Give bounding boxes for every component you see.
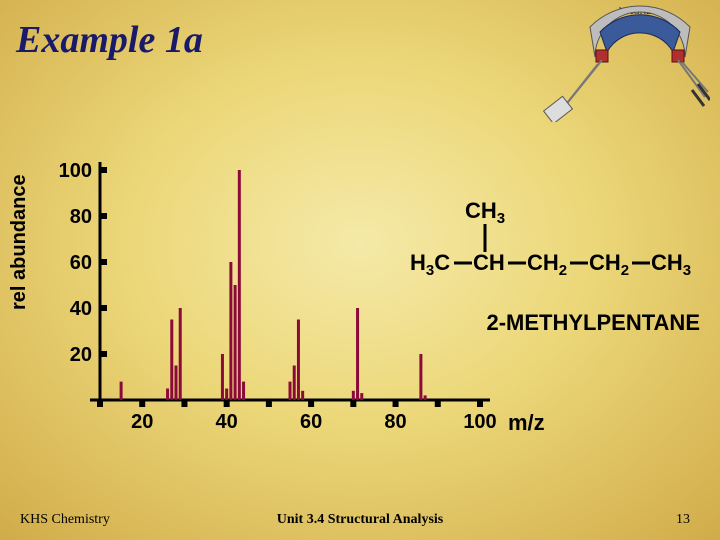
svg-text:CH2: CH2	[589, 250, 629, 279]
svg-text:20: 20	[131, 411, 153, 433]
c2: C	[434, 250, 450, 275]
c0: H	[410, 250, 426, 275]
branch-ch: CH	[465, 200, 497, 223]
svg-text:80: 80	[384, 411, 406, 433]
footer-left: KHS Chemistry	[20, 512, 110, 528]
structural-formula: CH3 H3C CH CH2 CH2 CH3	[410, 200, 700, 300]
structure-svg: CH3 H3C CH CH2 CH2 CH3	[410, 200, 700, 295]
branch-sub: 3	[497, 210, 505, 227]
c7: 2	[621, 262, 629, 279]
y-axis-label: rel abundance	[8, 174, 31, 310]
svg-text:100: 100	[59, 160, 92, 182]
c1: 3	[426, 262, 434, 279]
c5: 2	[559, 262, 567, 279]
c6: CH	[589, 250, 621, 275]
compound-name: 2-METHYLPENTANE	[487, 310, 701, 336]
svg-text:80: 80	[70, 206, 92, 228]
c9: 3	[683, 262, 691, 279]
svg-text:CH3: CH3	[651, 250, 691, 279]
footer-center: Unit 3.4 Structural Analysis	[277, 512, 443, 528]
c4: CH	[527, 250, 559, 275]
c8: CH	[651, 250, 683, 275]
svg-text:CH2: CH2	[527, 250, 567, 279]
slide-title: Example 1a	[16, 18, 203, 62]
x-axis-label: m/z	[508, 410, 545, 436]
svg-text:40: 40	[216, 411, 238, 433]
svg-text:100: 100	[463, 411, 496, 433]
svg-text:60: 60	[70, 252, 92, 274]
footer-page-number: 13	[676, 512, 690, 528]
svg-text:60: 60	[300, 411, 322, 433]
svg-text:40: 40	[70, 298, 92, 320]
svg-text:H3C: H3C	[410, 250, 450, 279]
c3: CH	[473, 250, 505, 275]
svg-text:CH3: CH3	[465, 200, 505, 227]
svg-text:20: 20	[70, 344, 92, 366]
magnet-illustration: MAGNET	[540, 2, 710, 122]
slide-root: Example 1a MAGNET 20 40 60 80 100 20 40 60 80 100…	[0, 0, 720, 540]
